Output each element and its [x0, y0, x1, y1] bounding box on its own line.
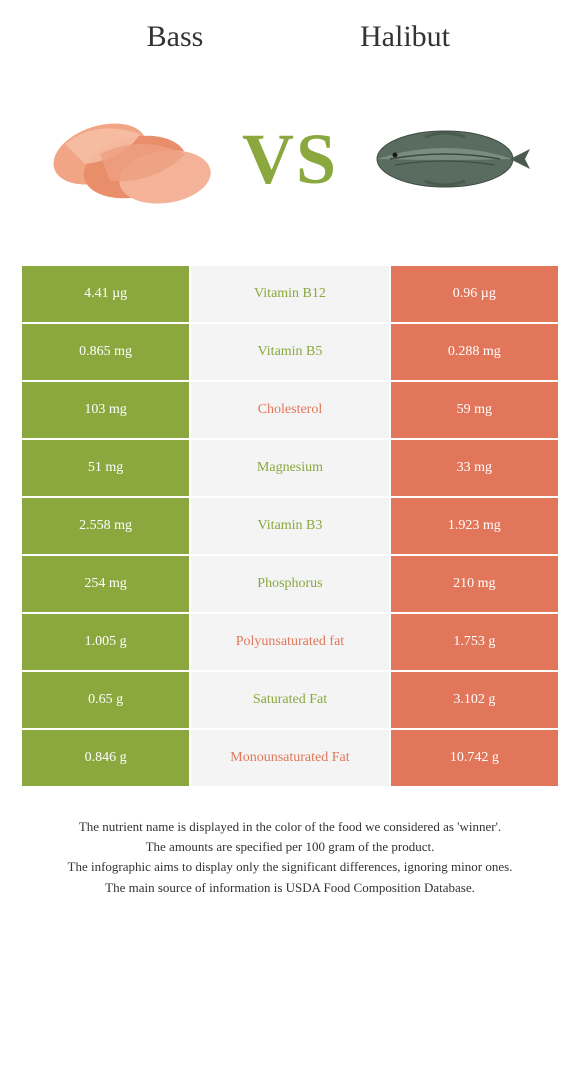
left-food-image [40, 94, 220, 224]
footer-line-4: The main source of information is USDA F… [20, 879, 560, 897]
nutrient-name: Monounsaturated Fat [190, 729, 389, 787]
left-value: 0.65 g [21, 671, 190, 729]
footer-line-3: The infographic aims to display only the… [20, 858, 560, 876]
nutrient-name: Cholesterol [190, 381, 389, 439]
header: Bass Halibut [0, 0, 580, 64]
right-value: 0.288 mg [390, 323, 559, 381]
left-value: 1.005 g [21, 613, 190, 671]
table-row: 2.558 mgVitamin B31.923 mg [21, 497, 559, 555]
footer-line-2: The amounts are specified per 100 gram o… [20, 838, 560, 856]
nutrient-name: Vitamin B12 [190, 265, 389, 323]
nutrient-name: Polyunsaturated fat [190, 613, 389, 671]
nutrient-name: Vitamin B3 [190, 497, 389, 555]
right-value: 33 mg [390, 439, 559, 497]
left-value: 4.41 µg [21, 265, 190, 323]
left-value: 0.865 mg [21, 323, 190, 381]
table-row: 1.005 gPolyunsaturated fat1.753 g [21, 613, 559, 671]
table-row: 254 mgPhosphorus210 mg [21, 555, 559, 613]
nutrient-name: Saturated Fat [190, 671, 389, 729]
right-value: 210 mg [390, 555, 559, 613]
left-value: 254 mg [21, 555, 190, 613]
table-row: 0.865 mgVitamin B50.288 mg [21, 323, 559, 381]
table-row: 4.41 µgVitamin B120.96 µg [21, 265, 559, 323]
footer-notes: The nutrient name is displayed in the co… [0, 788, 580, 919]
nutrient-name: Vitamin B5 [190, 323, 389, 381]
left-value: 51 mg [21, 439, 190, 497]
left-value: 0.846 g [21, 729, 190, 787]
nutrient-name: Phosphorus [190, 555, 389, 613]
right-value: 1.753 g [390, 613, 559, 671]
table-row: 0.846 gMonounsaturated Fat10.742 g [21, 729, 559, 787]
hero-section: VS [0, 64, 580, 264]
table-row: 103 mgCholesterol59 mg [21, 381, 559, 439]
right-value: 1.923 mg [390, 497, 559, 555]
right-value: 10.742 g [390, 729, 559, 787]
left-value: 2.558 mg [21, 497, 190, 555]
footer-line-1: The nutrient name is displayed in the co… [20, 818, 560, 836]
table-row: 51 mgMagnesium33 mg [21, 439, 559, 497]
vs-label: VS [242, 118, 338, 201]
nutrient-name: Magnesium [190, 439, 389, 497]
right-food-image [360, 94, 540, 224]
nutrient-table: 4.41 µgVitamin B120.96 µg0.865 mgVitamin… [20, 264, 560, 788]
right-food-title: Halibut [290, 20, 520, 54]
left-food-title: Bass [60, 20, 290, 54]
right-value: 0.96 µg [390, 265, 559, 323]
table-row: 0.65 gSaturated Fat3.102 g [21, 671, 559, 729]
left-value: 103 mg [21, 381, 190, 439]
right-value: 59 mg [390, 381, 559, 439]
right-value: 3.102 g [390, 671, 559, 729]
